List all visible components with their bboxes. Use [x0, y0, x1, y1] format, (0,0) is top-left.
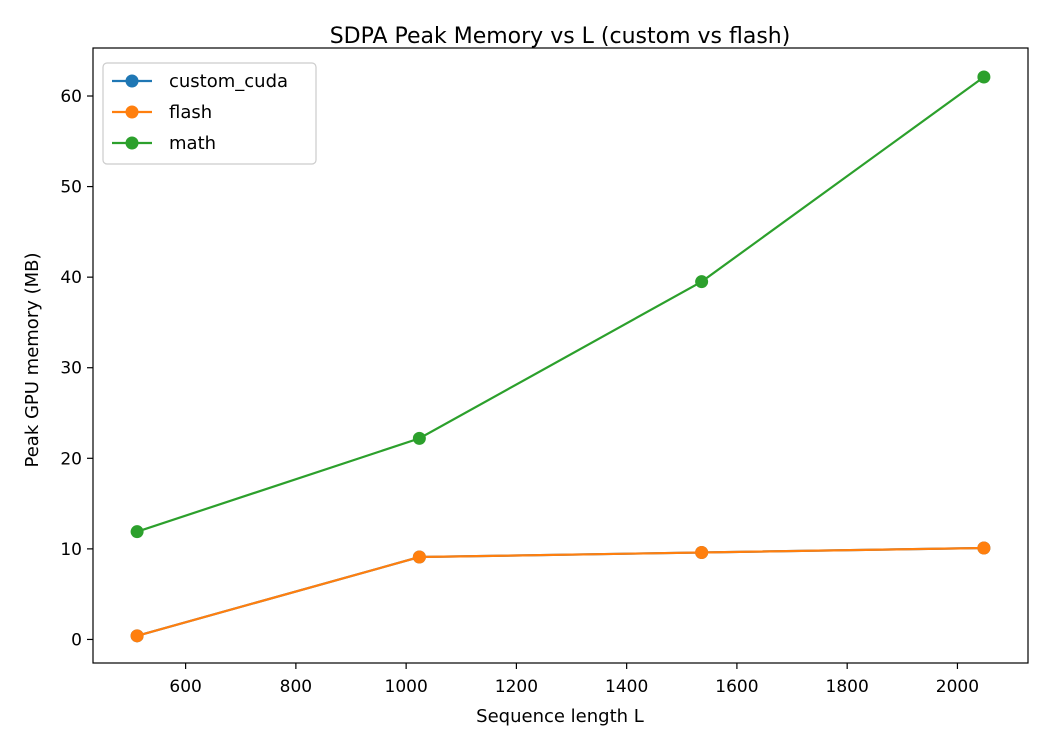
axis-ticks: 600 800 1000 1200 1400 1600 1800 2000 0 10 20 30 40 5…: [60, 87, 979, 697]
series-layer: [130, 70, 991, 643]
legend-item-flash: flash: [112, 102, 212, 123]
y-tick-label: 30: [60, 359, 82, 379]
x-tick-label: 1200: [495, 677, 538, 697]
data-point: [977, 541, 991, 555]
legend-marker: [125, 136, 139, 150]
legend-label: math: [169, 133, 216, 154]
chart-title: SDPA Peak Memory vs L (custom vs flash): [330, 24, 791, 49]
data-point: [695, 275, 709, 289]
data-point: [977, 70, 991, 84]
x-tick-label: 1400: [605, 677, 648, 697]
series-line: [136, 546, 984, 637]
y-tick-label: 40: [60, 268, 82, 288]
data-point: [412, 431, 426, 445]
legend-box: [102, 62, 317, 165]
data-point: [130, 525, 144, 539]
y-tick-label: 60: [60, 87, 82, 107]
data-point: [130, 629, 144, 643]
legend-marker: [125, 105, 139, 119]
legend-label: flash: [169, 102, 212, 123]
y-tick-label: 0: [71, 630, 82, 650]
series-math: [130, 70, 991, 539]
series-flash: [130, 541, 991, 643]
x-axis-label: Sequence length L: [476, 706, 644, 727]
y-tick-label: 10: [60, 540, 82, 560]
data-point: [695, 545, 709, 559]
y-axis-label: Peak GPU memory (MB): [22, 252, 43, 467]
legend-marker: [125, 74, 139, 88]
legend-label: custom_cuda: [169, 71, 288, 92]
x-tick-label: 1800: [826, 677, 869, 697]
x-tick-label: 2000: [936, 677, 979, 697]
legend-item-custom-cuda: custom_cuda: [112, 71, 288, 92]
legend-item-math: math: [112, 133, 216, 154]
x-tick-label: 800: [280, 677, 312, 697]
series-line: [136, 76, 985, 533]
x-tick-label: 1000: [385, 677, 428, 697]
y-tick-label: 20: [60, 449, 82, 469]
x-tick-label: 600: [169, 677, 201, 697]
x-tick-label: 1600: [715, 677, 758, 697]
data-point: [412, 550, 426, 564]
y-tick-label: 50: [60, 178, 82, 198]
